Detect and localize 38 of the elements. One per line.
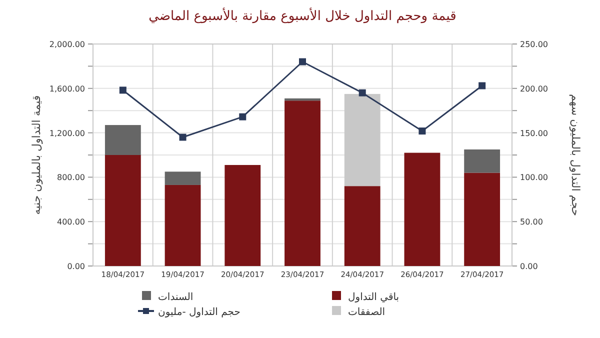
point <box>418 128 426 135</box>
y-tick-label: 1,200.00 <box>49 128 85 138</box>
legend-label: باقي التداول <box>348 292 400 303</box>
y2-axis-title: حجم التداول بالمليون سهم <box>569 94 582 216</box>
point <box>179 134 186 141</box>
y2-tick-label: 100.00 <box>520 173 548 182</box>
bar <box>464 172 500 266</box>
bar <box>104 125 141 155</box>
bar <box>104 155 141 266</box>
bar <box>344 94 380 186</box>
bar <box>164 184 201 266</box>
bar <box>404 152 440 266</box>
legend-label: السندات <box>158 292 194 303</box>
point <box>299 58 306 66</box>
y2-tick-label: 200.00 <box>520 84 548 94</box>
y-tick-label: 0.00 <box>67 262 85 271</box>
y-tick-label: 1,600.00 <box>49 84 85 94</box>
bar <box>284 98 320 101</box>
chart-title: قيمة وحجم التداول خلال الأسبوع مقارنة بالأسبوع الماضي <box>148 7 456 24</box>
legend-label: الصفقات <box>348 307 386 318</box>
y-axis-title: قيمة التداول بالمليون جنيه <box>30 95 43 215</box>
y-tick-label: 800.00 <box>57 173 85 182</box>
legend-label: حجم التداول -مليون <box>158 307 240 318</box>
point <box>478 82 486 90</box>
y-tick-label: 400.00 <box>57 218 85 227</box>
point <box>239 113 246 120</box>
y-tick-label: 2,000.00 <box>49 40 85 49</box>
y2-tick-label: 50.00 <box>520 218 543 227</box>
point <box>119 86 126 94</box>
y2-tick-label: 150.00 <box>520 128 548 138</box>
bar <box>284 100 320 266</box>
y2-tick-label: 250.00 <box>520 40 548 49</box>
bar <box>344 186 380 266</box>
bar <box>224 164 261 266</box>
bar <box>464 149 500 173</box>
y2-tick-label: 0.00 <box>520 262 538 271</box>
point <box>358 89 366 96</box>
bar <box>164 172 201 185</box>
